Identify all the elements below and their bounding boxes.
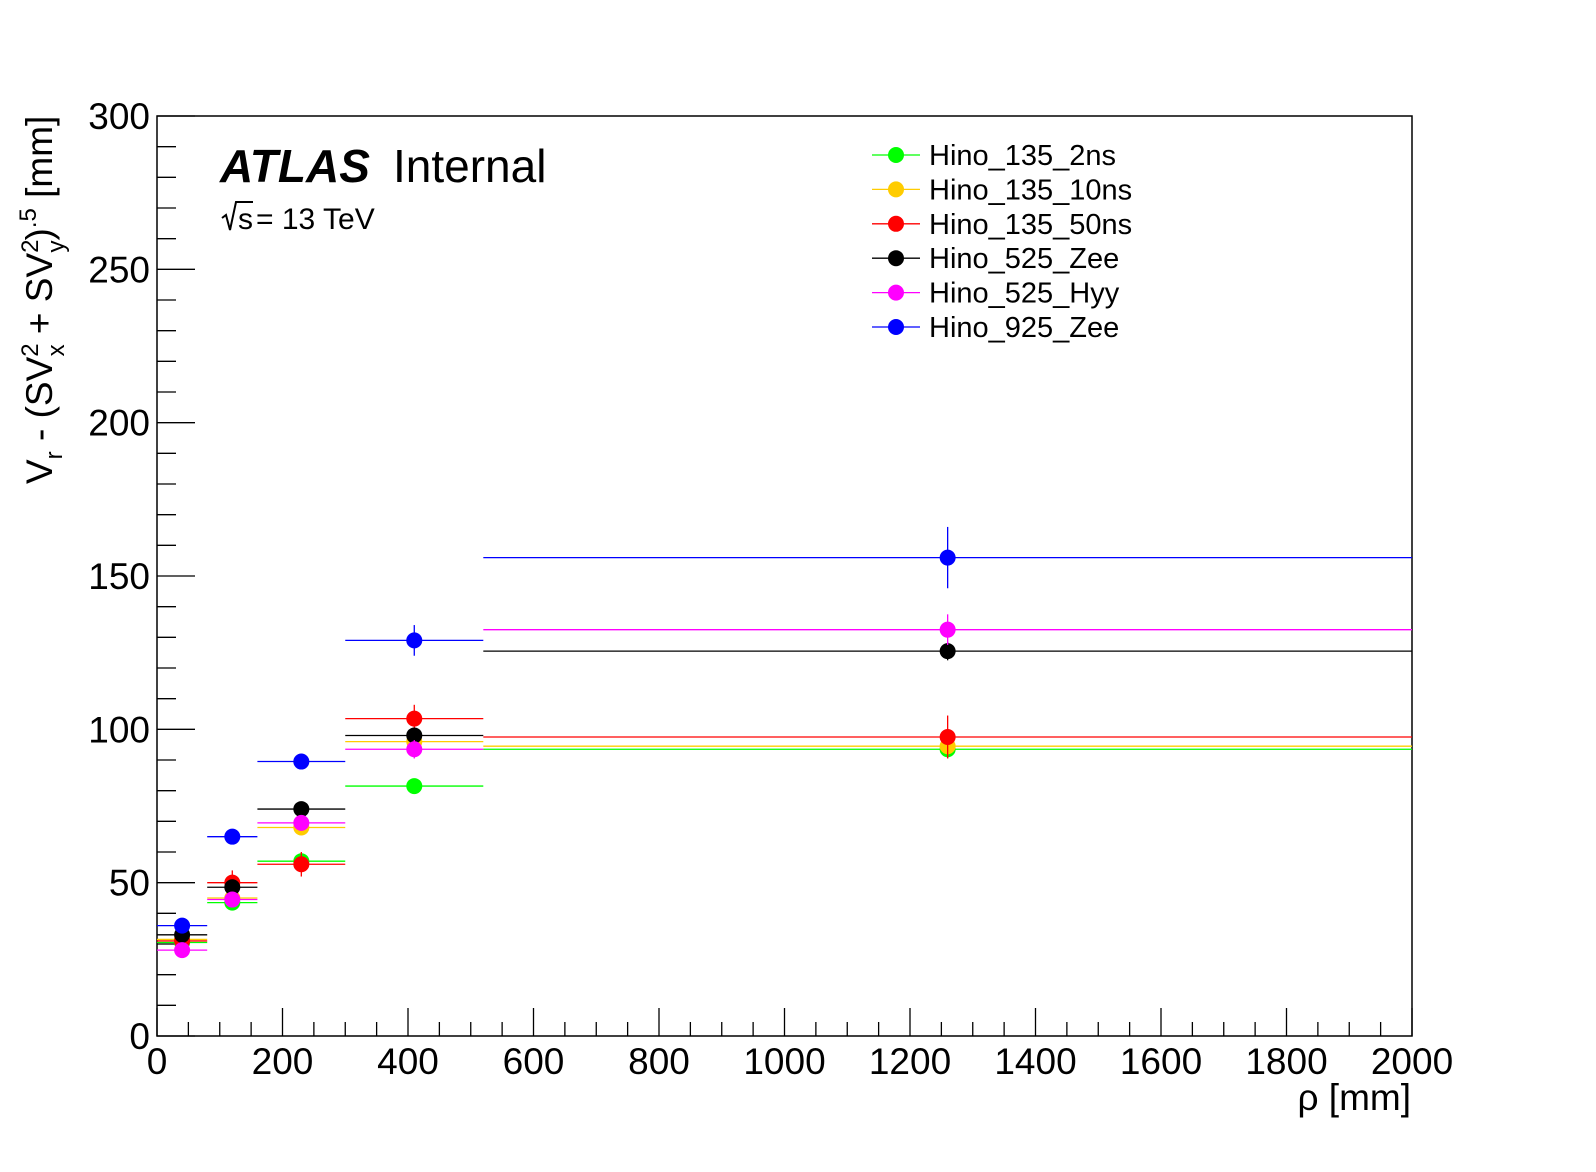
data-point [939, 729, 956, 745]
legend-entry: Hino_525_Hyy [872, 278, 1120, 310]
sqrt-symbol [221, 201, 253, 231]
data-point [174, 917, 191, 934]
series-Hino_135_10ns [157, 733, 1412, 948]
data-point [224, 879, 241, 896]
y-tick-label: 200 [88, 403, 150, 444]
data-point [406, 727, 423, 744]
y-tick-label: 100 [88, 709, 150, 750]
legend: Hino_135_2nsHino_135_10nsHino_135_50nsHi… [872, 140, 1132, 344]
legend-entry: Hino_525_Zee [872, 243, 1119, 275]
plot-frame [156, 115, 1413, 1037]
x-tick-label: 400 [377, 1041, 439, 1082]
legend-label: Hino_525_Hyy [929, 278, 1120, 310]
x-tick-label: 1200 [869, 1041, 951, 1082]
internal-label: Internal [393, 140, 546, 192]
legend-label: Hino_925_Zee [929, 312, 1119, 344]
data-point [293, 856, 310, 873]
data-layer [157, 526, 1412, 959]
series-Hino_925_Zee [157, 526, 1412, 934]
legend-entry: Hino_135_10ns [872, 174, 1132, 206]
x-tick-label: 1400 [994, 1041, 1076, 1082]
data-point [939, 621, 956, 638]
axes: 0 200 400 600 800 1000 1200 1400 1600 1800 2000 0 50… [88, 96, 1453, 1082]
data-point [224, 828, 241, 845]
data-point [224, 891, 241, 908]
x-tick-label: 1000 [743, 1041, 825, 1082]
legend-entry: Hino_135_2ns [872, 140, 1116, 172]
legend-marker [888, 319, 904, 335]
series-Hino_135_2ns [157, 740, 1412, 951]
data-point [406, 741, 423, 758]
sqrt-s-label: s [238, 203, 253, 236]
series-Hino_525_Zee [157, 641, 1412, 943]
data-point [293, 753, 310, 770]
x-tick-label: 0 [147, 1041, 168, 1082]
data-point [406, 778, 423, 795]
legend-marker [888, 250, 904, 267]
legend-marker [888, 215, 904, 232]
data-point [939, 549, 956, 566]
series-Hino_525_Hyy [157, 614, 1412, 959]
energy-label: = 13 TeV [256, 203, 375, 236]
data-point [406, 710, 423, 727]
y-axis-label: Vr - (SV2x + SV2y).5 [mm] [15, 116, 70, 484]
y-tick-label: 300 [88, 96, 150, 137]
y-tick-label: 0 [129, 1016, 150, 1057]
x-tick-label: 1800 [1245, 1041, 1327, 1082]
data-point [293, 814, 310, 831]
x-tick-label: 800 [628, 1041, 690, 1082]
x-tick-label: 200 [252, 1041, 314, 1082]
legend-label: Hino_135_2ns [929, 140, 1116, 172]
y-tick-label: 150 [88, 556, 150, 597]
legend-marker [888, 284, 904, 301]
legend-entry: Hino_925_Zee [872, 312, 1119, 344]
legend-label: Hino_135_50ns [929, 209, 1132, 241]
x-tick-label: 2000 [1371, 1041, 1453, 1082]
data-point [406, 632, 423, 649]
legend-marker [888, 181, 904, 198]
x-tick-label: 600 [503, 1041, 565, 1082]
data-point [939, 643, 956, 660]
data-point [174, 942, 191, 959]
svg-text:Vr - (SV2x + SV2y).5 [mm]: Vr - (SV2x + SV2y).5 [mm] [15, 116, 70, 484]
y-tick-label: 50 [109, 863, 150, 904]
legend-label: Hino_525_Zee [929, 243, 1119, 275]
legend-entry: Hino_135_50ns [872, 209, 1132, 241]
x-axis-label: ρ [mm] [1297, 1077, 1411, 1118]
atlas-label: ATLAS [219, 140, 370, 192]
data-point [293, 801, 310, 818]
legend-label: Hino_135_10ns [929, 174, 1132, 206]
x-tick-label: 1600 [1120, 1041, 1202, 1082]
legend-marker [888, 147, 904, 163]
y-tick-label: 250 [88, 249, 150, 290]
